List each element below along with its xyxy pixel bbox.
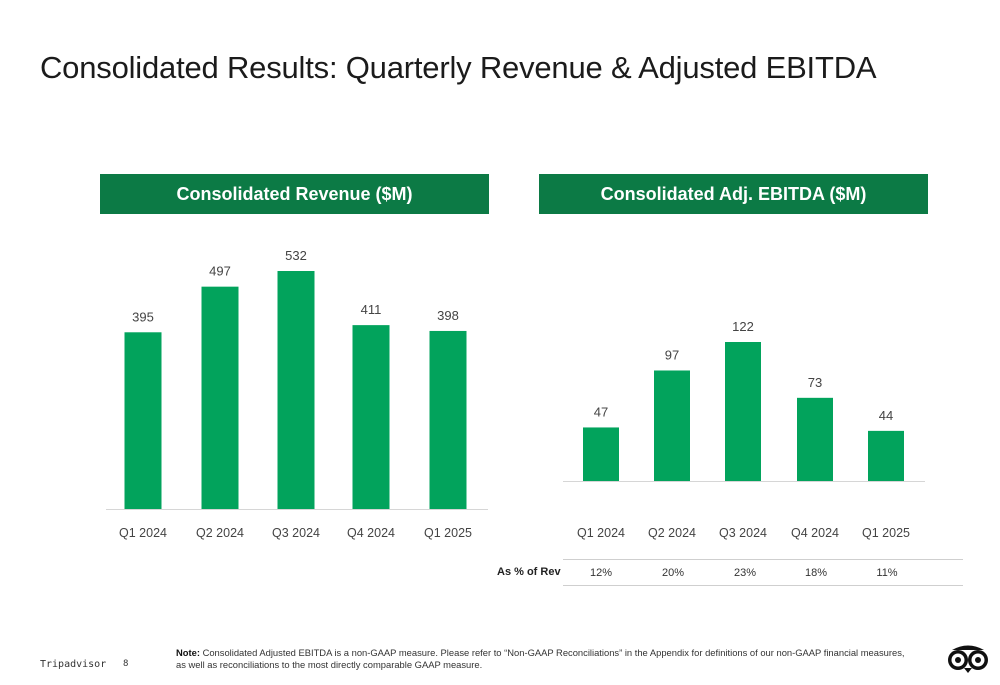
data-label: 44 (879, 408, 893, 423)
footnote-label: Note: (176, 647, 200, 658)
page-number: 8 (123, 659, 129, 669)
data-label: 532 (285, 248, 307, 263)
margin-value: 18% (804, 567, 828, 579)
margin-row-bottom-rule (563, 585, 963, 586)
x-tick-label: Q3 2024 (719, 526, 767, 540)
data-label: 73 (808, 375, 822, 390)
data-label: 398 (437, 308, 459, 323)
margin-value: 12% (589, 567, 613, 579)
bar (583, 427, 619, 481)
footnote-text: Consolidated Adjusted EBITDA is a non-GA… (176, 647, 905, 670)
x-tick-label: Q1 2025 (424, 526, 472, 540)
bar (201, 286, 239, 509)
page-title: Consolidated Results: Quarterly Revenue … (40, 50, 877, 85)
data-label: 395 (132, 309, 154, 324)
x-tick-label: Q1 2025 (862, 526, 910, 540)
revenue-chart-header: Consolidated Revenue ($M) (100, 174, 489, 214)
bar (124, 332, 162, 509)
x-tick-label: Q1 2024 (577, 526, 625, 540)
bar (654, 370, 690, 481)
x-tick-label: Q3 2024 (272, 526, 320, 540)
footer-brand: Tripadvisor (40, 659, 107, 670)
bar (797, 397, 833, 481)
x-tick-label: Q1 2024 (119, 526, 167, 540)
bar (725, 342, 761, 481)
bar (277, 271, 315, 509)
data-label: 411 (361, 302, 382, 317)
bar (429, 330, 467, 509)
margin-value: 20% (661, 567, 685, 579)
x-tick-label: Q2 2024 (648, 526, 696, 540)
margin-value: 23% (733, 567, 757, 579)
margin-row-top-rule (563, 559, 963, 560)
ebitda-chart-header: Consolidated Adj. EBITDA ($M) (539, 174, 928, 214)
margin-row-label: As % of Rev (497, 566, 561, 578)
x-tick-label: Q4 2024 (791, 526, 839, 540)
x-tick-label: Q2 2024 (196, 526, 244, 540)
footnote: Note: Consolidated Adjusted EBITDA is a … (176, 647, 911, 670)
bar (868, 430, 904, 481)
tripadvisor-owl-icon (948, 645, 988, 673)
data-label: 97 (665, 347, 679, 362)
x-tick-label: Q4 2024 (347, 526, 395, 540)
data-label: 122 (732, 319, 754, 334)
data-label: 497 (209, 264, 231, 279)
margin-value: 11% (876, 567, 898, 579)
bar (352, 325, 390, 509)
data-label: 47 (594, 404, 608, 419)
